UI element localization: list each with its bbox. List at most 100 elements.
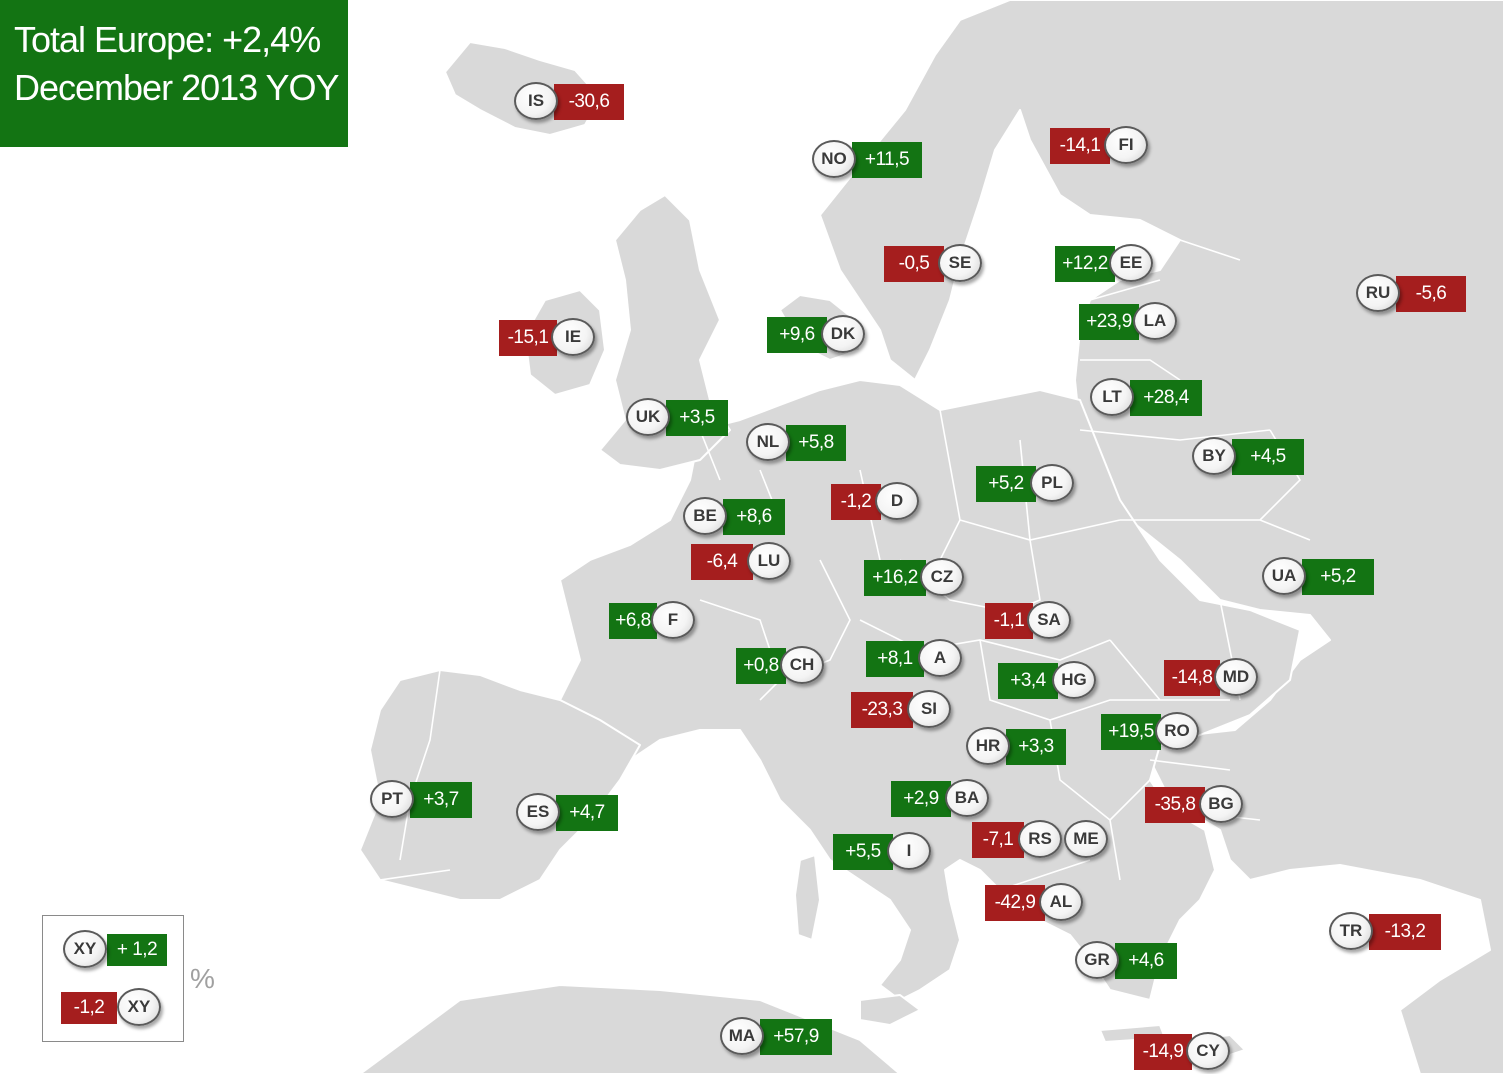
country-code-fi: FI [1104,126,1148,164]
country-code-a: A [918,639,962,677]
land-sicily [859,994,921,1026]
country-marker-uk: +3,5 UK [626,398,732,436]
country-marker-i: +5,5 I [833,832,937,870]
country-code-la: LA [1133,302,1177,340]
country-code-tr: TR [1329,912,1373,950]
country-code-lu: LU [747,542,791,580]
land-corsica-sardinia [794,854,821,941]
country-code-se: SE [938,244,982,282]
country-code-gr: GR [1075,941,1119,979]
country-marker-by: +4,5 BY [1192,437,1308,475]
legend-negative-value: -1,2 [61,992,117,1024]
country-code-si: SI [907,690,951,728]
country-code-nl: NL [746,423,790,461]
country-marker-hr: +3,3 HR [966,727,1070,765]
country-marker-al: -42,9 AL [985,883,1089,921]
country-marker-a: +8,1 A [866,639,968,677]
country-value-ua: +5,2 [1302,559,1374,595]
legend-positive-value: + 1,2 [107,934,167,966]
country-value-hg: +3,4 [998,663,1058,699]
country-value-rs: -7,1 [972,822,1024,858]
country-code-d: D [875,482,919,520]
country-code-ch: CH [780,646,824,684]
country-marker-ma: +57,9 MA [720,1017,836,1055]
country-code-es: ES [516,793,560,831]
country-marker-ro: +19,5 RO [1101,712,1205,750]
country-code-ma: MA [720,1017,764,1055]
country-code-cy: CY [1186,1032,1230,1070]
country-marker-ch: +0,8 CH [736,646,830,684]
country-code-sa: SA [1027,601,1071,639]
legend-positive-code: XY [63,930,107,968]
country-code-dk: DK [821,315,865,353]
country-code-by: BY [1192,437,1236,475]
country-code-ua: UA [1262,557,1306,595]
country-value-is: -30,6 [554,84,624,120]
country-marker-dk: +9,6 DK [767,315,871,353]
country-code-be: BE [683,497,727,535]
country-value-d: -1,2 [831,484,881,520]
country-marker-bg: -35,8 BG [1145,785,1249,823]
legend: + 1,2 XY -1,2 XY [42,915,184,1042]
country-value-ee: +12,2 [1055,246,1115,282]
country-code-al: AL [1039,883,1083,921]
country-value-fi: -14,1 [1050,128,1110,164]
legend-negative-code: XY [117,988,161,1026]
country-code-uk: UK [626,398,670,436]
country-value-md: -14,8 [1164,660,1220,696]
country-code-hr: HR [966,727,1010,765]
country-value-pl: +5,2 [976,466,1036,502]
country-code-bg: BG [1199,785,1243,823]
country-value-a: +8,1 [866,641,924,677]
country-code-ru: RU [1356,274,1400,312]
country-code-no: NO [812,140,856,178]
title-box: Total Europe: +2,4% December 2013 YOY [0,0,348,147]
country-value-tr: -13,2 [1369,914,1441,950]
country-marker-f: +6,8 F [609,601,701,639]
country-value-ba: +2,9 [891,781,951,817]
country-code-me: ME [1064,820,1108,858]
country-value-ro: +19,5 [1101,714,1161,750]
country-marker-cz: +16,2 CZ [864,558,970,596]
country-value-pt: +3,7 [410,782,472,818]
country-value-nl: +5,8 [786,425,846,461]
country-value-lu: -6,4 [691,544,753,580]
country-code-ie: IE [551,318,595,356]
country-marker-pl: +5,2 PL [976,464,1080,502]
country-value-no: +11,5 [852,142,922,178]
country-value-hr: +3,3 [1006,729,1066,765]
legend-negative-example: -1,2 XY [61,988,165,1026]
country-marker-be: +8,6 BE [683,497,789,535]
country-marker-lt: +28,4 LT [1090,378,1206,416]
country-value-be: +8,6 [723,499,785,535]
country-marker-is: -30,6 IS [514,82,628,120]
country-marker-me: ME [1064,820,1108,858]
country-value-ma: +57,9 [760,1019,832,1055]
country-code-pt: PT [370,780,414,818]
country-value-gr: +4,6 [1115,943,1177,979]
country-value-al: -42,9 [985,885,1045,921]
land-north-east [819,0,1504,1074]
country-code-i: I [887,832,931,870]
country-marker-rs: -7,1 RS [972,820,1068,858]
country-marker-ee: +12,2 EE [1055,244,1159,282]
country-marker-hg: +3,4 HG [998,661,1102,699]
country-code-lt: LT [1090,378,1134,416]
country-value-es: +4,7 [556,795,618,831]
country-marker-ru: -5,6 RU [1356,274,1470,312]
country-code-hg: HG [1052,661,1096,699]
country-code-cz: CZ [920,558,964,596]
country-marker-fi: -14,1 FI [1050,126,1154,164]
country-marker-sa: -1,1 SA [985,601,1077,639]
country-marker-es: +4,7 ES [516,793,622,831]
country-value-f: +6,8 [609,603,657,639]
country-code-rs: RS [1018,820,1062,858]
country-value-ru: -5,6 [1396,276,1466,312]
country-value-bg: -35,8 [1145,787,1205,823]
country-value-lt: +28,4 [1130,380,1202,416]
country-marker-pt: +3,7 PT [370,780,476,818]
legend-positive-example: + 1,2 XY [63,930,167,968]
country-marker-cy: -14,9 CY [1134,1032,1236,1070]
country-value-si: -23,3 [851,692,913,728]
